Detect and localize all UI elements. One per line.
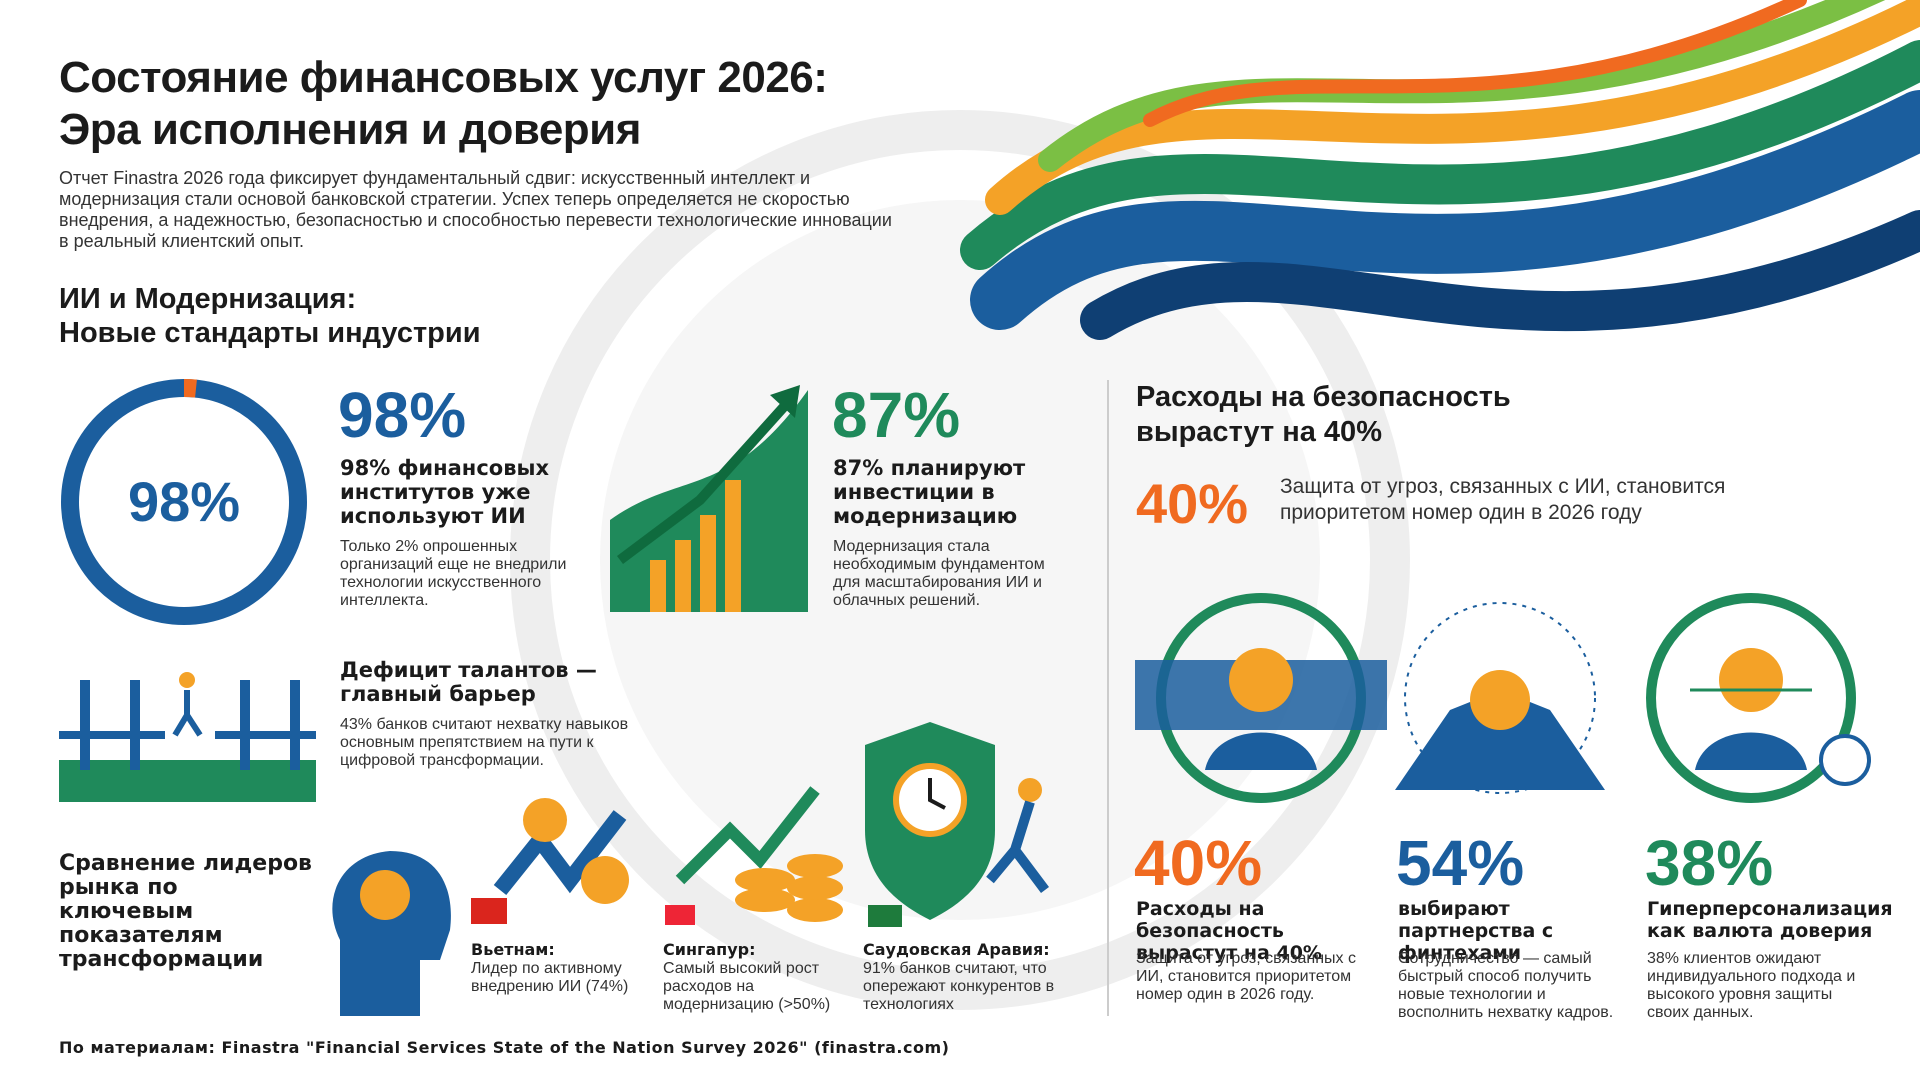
watermark-globe xyxy=(600,200,1320,920)
country-name: Вьетнам: xyxy=(471,940,555,959)
stat-text: Модернизация стала необходимым фундамент… xyxy=(833,538,1045,609)
watermark-ring xyxy=(510,110,1410,1010)
card-title: Гиперперсонализация как валюта доверия xyxy=(1647,898,1893,942)
title-line: Состояние финансовых услуг 2026: xyxy=(59,53,828,102)
country: Саудовская Аравия: 91% банков считают, ч… xyxy=(863,940,1063,1014)
stat-title: 87% планируют инвестиции в модернизацию xyxy=(833,456,1026,528)
card-title: выбирают партнерства с финтехами xyxy=(1398,898,1554,964)
security-heading: Расходы на безопасность вырастут на 40% xyxy=(1136,381,1511,448)
growth-illustration xyxy=(610,385,808,612)
saudi-illustration xyxy=(865,722,1049,927)
stat-value: 87% xyxy=(832,379,961,451)
highlight-value: 40% xyxy=(1136,472,1249,535)
section-heading: ИИ и Модернизация: xyxy=(59,283,357,315)
card-value: 40% xyxy=(1134,827,1263,899)
card-title: Расходы на безопасность вырастут на 40% xyxy=(1136,898,1322,964)
title-line: Эра исполнения и доверия xyxy=(59,105,641,154)
singapore-illustration xyxy=(665,786,843,925)
personalization-icon xyxy=(1646,593,1871,803)
card-text: Защита от угроз, связанных с ИИ, станови… xyxy=(1136,950,1356,1003)
stat-text: Только 2% опрошенных организаций еще не … xyxy=(340,538,567,609)
country-name: Саудовская Аравия: xyxy=(863,940,1050,959)
card-value: 38% xyxy=(1645,827,1774,899)
section-heading: Новые стандарты индустрии xyxy=(59,317,481,349)
country: Сингапур: Самый высокий рост расходов на… xyxy=(663,940,848,1014)
vietnam-illustration xyxy=(471,798,629,924)
country-text: 91% банков считают, что опережают конкур… xyxy=(863,960,1055,1013)
bridge-illustration xyxy=(59,672,316,802)
stat-title: 98% финансовых институтов уже используют… xyxy=(340,456,550,528)
intro: Отчет Finastra 2026 года фиксирует фунда… xyxy=(59,168,892,251)
talent-title: Дефицит талантов — главный барьер xyxy=(340,658,597,706)
wave-decoration xyxy=(960,0,1920,340)
highlight-text: Защита от угроз, связанных с ИИ, станови… xyxy=(1280,475,1726,524)
head-illustration xyxy=(332,851,451,1016)
footer-source: По материалам: Finastra "Financial Servi… xyxy=(59,1038,950,1057)
comparison-heading: Сравнение лидеров рынка по ключевым пока… xyxy=(59,851,312,972)
card-text: Сотрудничество — самый быстрый способ по… xyxy=(1398,950,1614,1021)
partnership-icon xyxy=(1395,602,1605,794)
country: Вьетнам: Лидер по активному внедрению ИИ… xyxy=(471,940,651,996)
security-icon xyxy=(1135,593,1387,803)
country-text: Самый высокий рост расходов на модерниза… xyxy=(663,960,831,1013)
card-value: 54% xyxy=(1396,827,1525,899)
country-text: Лидер по активному внедрению ИИ (74%) xyxy=(471,960,629,995)
stat-value: 98% xyxy=(338,379,467,451)
country-name: Сингапур: xyxy=(663,940,756,959)
ring-label: 98% xyxy=(127,470,241,533)
card-text: 38% клиентов ожидают индивидуального под… xyxy=(1647,950,1856,1021)
ring-remainder xyxy=(183,379,197,398)
talent-text: 43% банков считают нехватку навыков осно… xyxy=(340,716,629,769)
